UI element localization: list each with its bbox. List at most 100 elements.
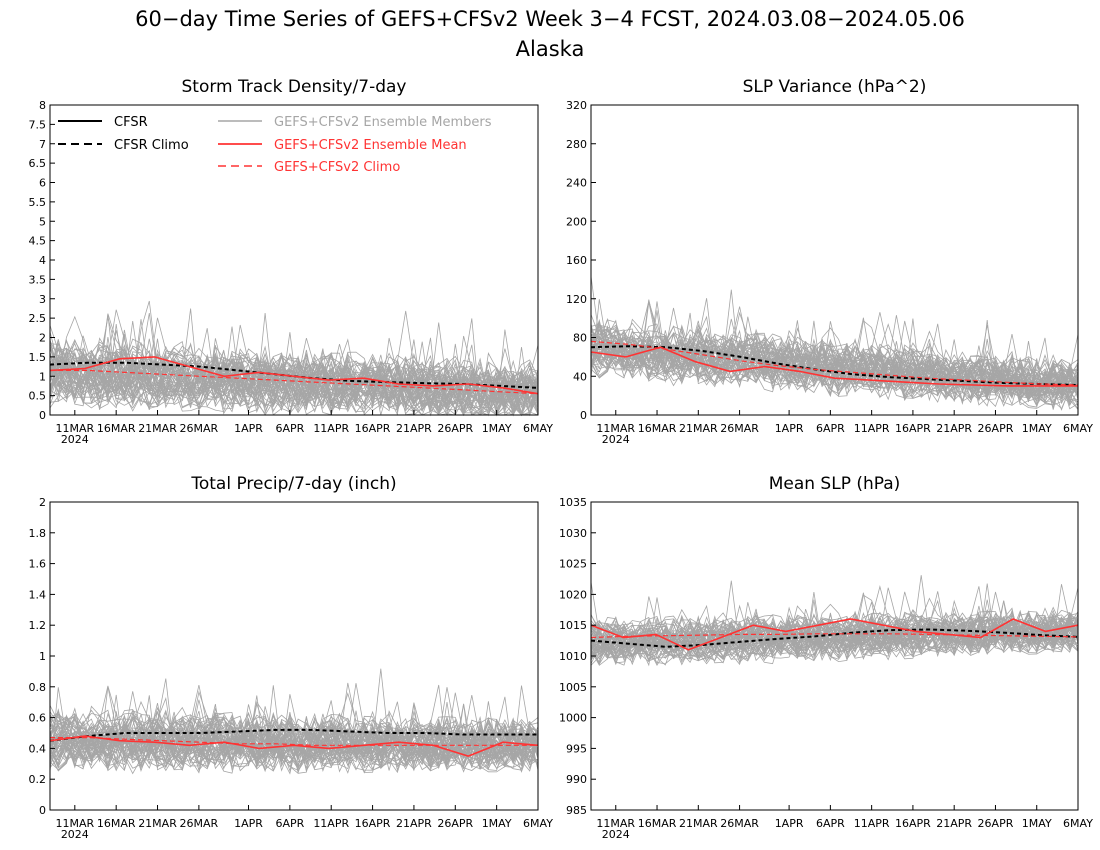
chart-panel-1: Storm Track Density/7-day 0 0.5 1 1.5 2 2.5 3 3.…: [29, 77, 554, 446]
x-year-label: 2024: [602, 433, 630, 446]
panels: Storm Track Density/7-day 0 0.5 1 1.5 2 2.5 3 3.…: [29, 77, 1094, 841]
x-year-label: 2024: [61, 433, 89, 446]
ensemble-members: [590, 276, 1079, 411]
y-tick-label: 280: [566, 138, 587, 151]
y-tick-label: 320: [566, 99, 587, 112]
member-line: [49, 363, 539, 417]
series-gefs-cfsv2-ensemble-mean: [49, 735, 539, 757]
y-tick-label: 1005: [559, 681, 587, 694]
x-tick-label: 16MAR: [97, 817, 136, 830]
x-tick-label: 21APR: [396, 422, 432, 435]
y-tick-label: 1025: [559, 558, 587, 571]
x-tick-label: 1MAY: [1022, 817, 1052, 830]
y-tick-label: 3.5: [29, 273, 47, 286]
x-tick-label: 1APR: [775, 817, 804, 830]
series-gefs-cfsv2-ensemble-mean: [49, 356, 539, 395]
x-tick-label: 11APR: [313, 422, 349, 435]
y-tick-label: 0: [39, 409, 46, 422]
x-tick-label: 6MAY: [1063, 817, 1093, 830]
legend-label-ens-mean: GEFS+CFSv2 Ensemble Mean: [274, 138, 467, 153]
member-line: [49, 367, 539, 417]
legend-label-cfsr: CFSR: [114, 115, 148, 130]
y-tick-label: 6.5: [29, 157, 47, 170]
figure-subtitle: Alaska: [516, 37, 585, 61]
y-tick-label: 1.8: [29, 527, 47, 540]
series-gefs-cfsv2-climo: [50, 736, 538, 746]
member-line: [590, 339, 1079, 402]
member-line: [590, 599, 1079, 666]
y-tick-label: 80: [573, 332, 587, 345]
member-line: [590, 591, 1079, 652]
y-tick-label: 1035: [559, 496, 587, 509]
x-tick-label: 26APR: [978, 817, 1014, 830]
x-tick-label: 21APR: [396, 817, 432, 830]
member-line: [49, 313, 539, 416]
member-line: [590, 604, 1079, 662]
y-tick-label: 1.5: [29, 351, 47, 364]
member-line: [49, 678, 539, 756]
y-tick-label: 40: [573, 370, 587, 383]
y-tick-label: 6: [39, 177, 46, 190]
x-tick-label: 1APR: [775, 422, 804, 435]
y-tick-label: 4: [39, 254, 46, 267]
y-tick-label: 0.5: [29, 390, 47, 403]
x-tick-label: 6MAY: [1063, 422, 1093, 435]
panel-title: SLP Variance (hPa^2): [743, 77, 927, 97]
y-tick-label: 2: [39, 496, 46, 509]
x-tick-label: 11APR: [313, 817, 349, 830]
y-tick-label: 985: [566, 804, 587, 817]
series-cfsr-climo: [590, 628, 1079, 648]
y-tick-label: 1030: [559, 527, 587, 540]
x-year-label: 2024: [61, 828, 89, 841]
figure-title: 60−day Time Series of GEFS+CFSv2 Week 3−…: [135, 7, 965, 31]
member-line: [49, 685, 539, 760]
legend-label-members: GEFS+CFSv2 Ensemble Members: [274, 115, 492, 130]
ensemble-members: [590, 575, 1079, 667]
member-line: [590, 276, 1079, 391]
y-tick-label: 7.5: [29, 118, 47, 131]
member-line: [49, 713, 539, 760]
legend: CFSR CFSR Climo GEFS+CFSv2 Ensemble Member…: [58, 115, 492, 175]
y-tick-label: 200: [566, 215, 587, 228]
y-tick-label: 160: [566, 254, 587, 267]
x-tick-label: 11APR: [854, 817, 890, 830]
y-tick-label: 1.6: [29, 558, 47, 571]
member-line: [590, 338, 1079, 403]
x-tick-label: 11MAR: [55, 817, 94, 830]
x-tick-label: 21MAR: [679, 422, 718, 435]
y-tick-label: 3: [39, 293, 46, 306]
member-line: [590, 301, 1079, 399]
y-tick-label: 1.2: [29, 619, 47, 632]
x-tick-label: 26MAR: [180, 817, 219, 830]
y-tick-label: 995: [566, 742, 587, 755]
y-tick-label: 0.8: [29, 681, 47, 694]
y-tick-label: 4.5: [29, 235, 47, 248]
member-line: [590, 591, 1079, 667]
x-tick-label: 16APR: [895, 422, 931, 435]
y-tick-label: 1: [39, 650, 46, 663]
panel-title: Mean SLP (hPa): [769, 474, 901, 494]
x-tick-label: 26MAR: [180, 422, 219, 435]
x-tick-label: 26APR: [978, 422, 1014, 435]
x-tick-label: 26APR: [437, 817, 473, 830]
x-tick-label: 16APR: [355, 817, 391, 830]
member-line: [590, 575, 1079, 647]
y-tick-label: 240: [566, 177, 587, 190]
x-tick-label: 16MAR: [97, 422, 136, 435]
x-year-label: 2024: [602, 828, 630, 841]
series-cfsr-climo: [49, 728, 538, 742]
x-tick-label: 26MAR: [720, 422, 759, 435]
y-tick-label: 0: [39, 804, 46, 817]
series-gefs-cfsv2-climo: [590, 633, 1079, 639]
y-tick-label: 0.6: [29, 712, 47, 725]
member-line: [590, 624, 1079, 666]
y-tick-label: 5.5: [29, 196, 47, 209]
x-tick-label: 6APR: [816, 422, 845, 435]
x-tick-label: 6MAY: [523, 817, 553, 830]
x-tick-label: 16MAR: [638, 817, 677, 830]
x-tick-label: 11APR: [854, 422, 890, 435]
x-tick-label: 6APR: [275, 422, 304, 435]
y-tick-label: 2: [39, 332, 46, 345]
x-tick-label: 1MAY: [1022, 422, 1052, 435]
